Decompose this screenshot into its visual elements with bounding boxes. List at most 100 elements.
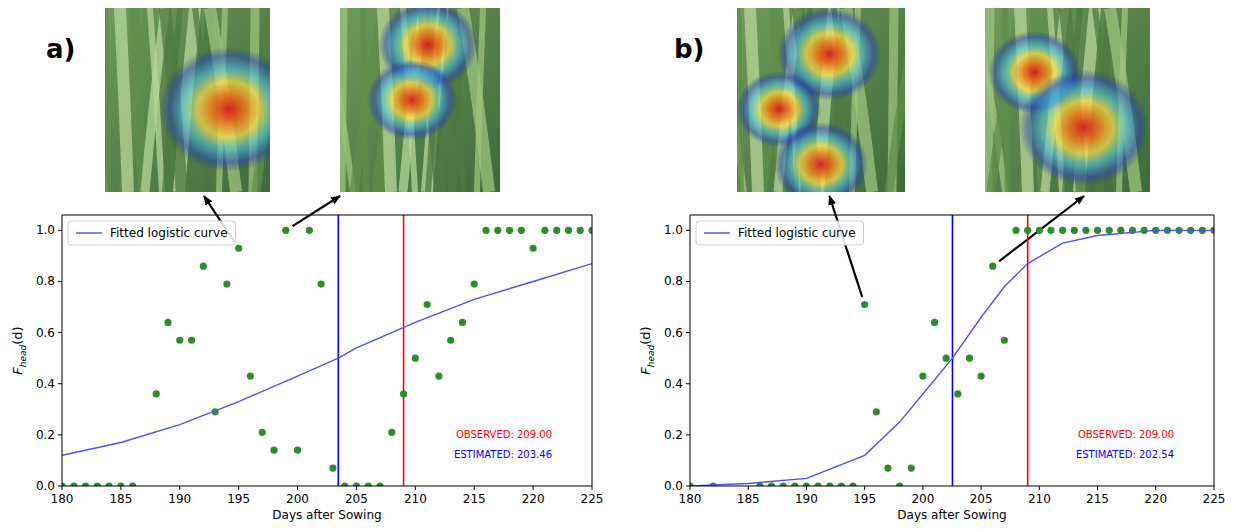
data-point (259, 429, 266, 436)
thumb-content (737, 8, 905, 192)
x-tick-label: 180 (679, 492, 702, 506)
x-tick-label: 200 (911, 492, 934, 506)
data-point (282, 227, 289, 234)
y-tick-label: 1.0 (36, 223, 55, 237)
y-tick (686, 332, 690, 333)
panel: a)1801851901952002052102152202250.00.20.… (10, 0, 603, 522)
data-point (188, 337, 195, 344)
leaf (105, 8, 108, 192)
y-axis-title-part: (d) (638, 326, 653, 344)
reference-line (403, 215, 405, 486)
x-tick-label: 190 (795, 492, 818, 506)
y-axis-title: Fhead(d) (10, 326, 28, 374)
thumbnail (714, 7, 918, 206)
data-point (106, 482, 113, 486)
data-point (412, 355, 419, 362)
x-tick (806, 486, 807, 490)
y-tick-label: 0.8 (664, 274, 683, 288)
panel-label: b) (674, 34, 705, 64)
thumbnail (75, 8, 298, 192)
x-tick-label: 215 (1086, 492, 1109, 506)
y-tick-label: 0.0 (664, 479, 683, 493)
data-point (341, 482, 348, 486)
y-tick (58, 230, 62, 231)
y-tick-label: 1.0 (664, 223, 683, 237)
data-point (306, 227, 313, 234)
data-point (989, 263, 996, 270)
x-tick-label: 220 (1144, 492, 1167, 506)
x-tick (297, 486, 298, 490)
data-point (176, 337, 183, 344)
data-point (814, 482, 821, 486)
thumb-content (105, 8, 270, 192)
y-tick-label: 0.6 (36, 326, 55, 340)
data-point (223, 280, 230, 287)
y-axis-title: Fhead(d) (638, 326, 656, 374)
data-point (873, 408, 880, 415)
data-point (1071, 227, 1078, 234)
data-point (494, 227, 501, 234)
plot-frame (690, 215, 1214, 486)
y-tick-label: 0.2 (664, 428, 683, 442)
y-tick (58, 486, 62, 487)
y-tick-label: 0.8 (36, 274, 55, 288)
data-point (577, 227, 584, 234)
data-point (919, 372, 926, 379)
data-point (388, 429, 395, 436)
panel-label: a) (46, 34, 75, 64)
y-tick-label: 0.2 (36, 428, 55, 442)
y-tick (686, 434, 690, 435)
data-point (1047, 227, 1054, 234)
data-point (400, 390, 407, 397)
thumb-content (985, 8, 1150, 192)
data-point (482, 227, 489, 234)
x-tick-label: 205 (970, 492, 993, 506)
x-tick-label: 200 (286, 492, 309, 506)
y-tick-label: 0.4 (36, 377, 55, 391)
y-tick (686, 486, 690, 487)
data-point (530, 245, 537, 252)
data-point (931, 319, 938, 326)
leaf (889, 8, 905, 192)
y-tick-label: 0.4 (664, 377, 683, 391)
callout-arrow (293, 196, 340, 226)
x-tick (120, 486, 121, 490)
figure: a)1801851901952002052102152202250.00.20.… (0, 0, 1240, 532)
heat-blob (159, 47, 270, 172)
leaf (341, 8, 343, 192)
data-point (884, 465, 891, 472)
leaf (120, 8, 128, 192)
x-tick-label: 215 (463, 492, 486, 506)
legend-swatch (704, 232, 730, 233)
x-tick (1155, 486, 1156, 490)
y-tick (58, 383, 62, 384)
x-tick-label: 210 (404, 492, 427, 506)
x-tick (1214, 486, 1215, 490)
legend: Fitted logistic curve (696, 221, 864, 245)
data-point (780, 482, 787, 486)
annotation: OBSERVED: 209.00 (1078, 429, 1174, 440)
x-tick-label: 205 (345, 492, 368, 506)
panel: b)1801851901952002052102152202250.00.20.… (638, 7, 1225, 522)
annotation: ESTIMATED: 202.54 (1076, 449, 1174, 460)
callout-arrow (999, 196, 1084, 261)
data-point (294, 447, 301, 454)
data-point (270, 447, 277, 454)
thumb-content (340, 8, 500, 192)
data-point (978, 372, 985, 379)
data-point (1001, 337, 1008, 344)
data-point (329, 465, 336, 472)
data-point (541, 227, 548, 234)
y-axis-title-part: (d) (10, 326, 25, 344)
data-point (164, 319, 171, 326)
data-point (506, 227, 513, 234)
data-point (94, 482, 101, 486)
legend-box (696, 221, 864, 245)
y-tick (58, 332, 62, 333)
legend: Fitted logistic curve (68, 221, 236, 245)
leaf (477, 8, 483, 192)
x-tick (356, 486, 357, 490)
heat-blob (774, 122, 868, 192)
x-tick (592, 486, 593, 490)
x-tick (238, 486, 239, 490)
